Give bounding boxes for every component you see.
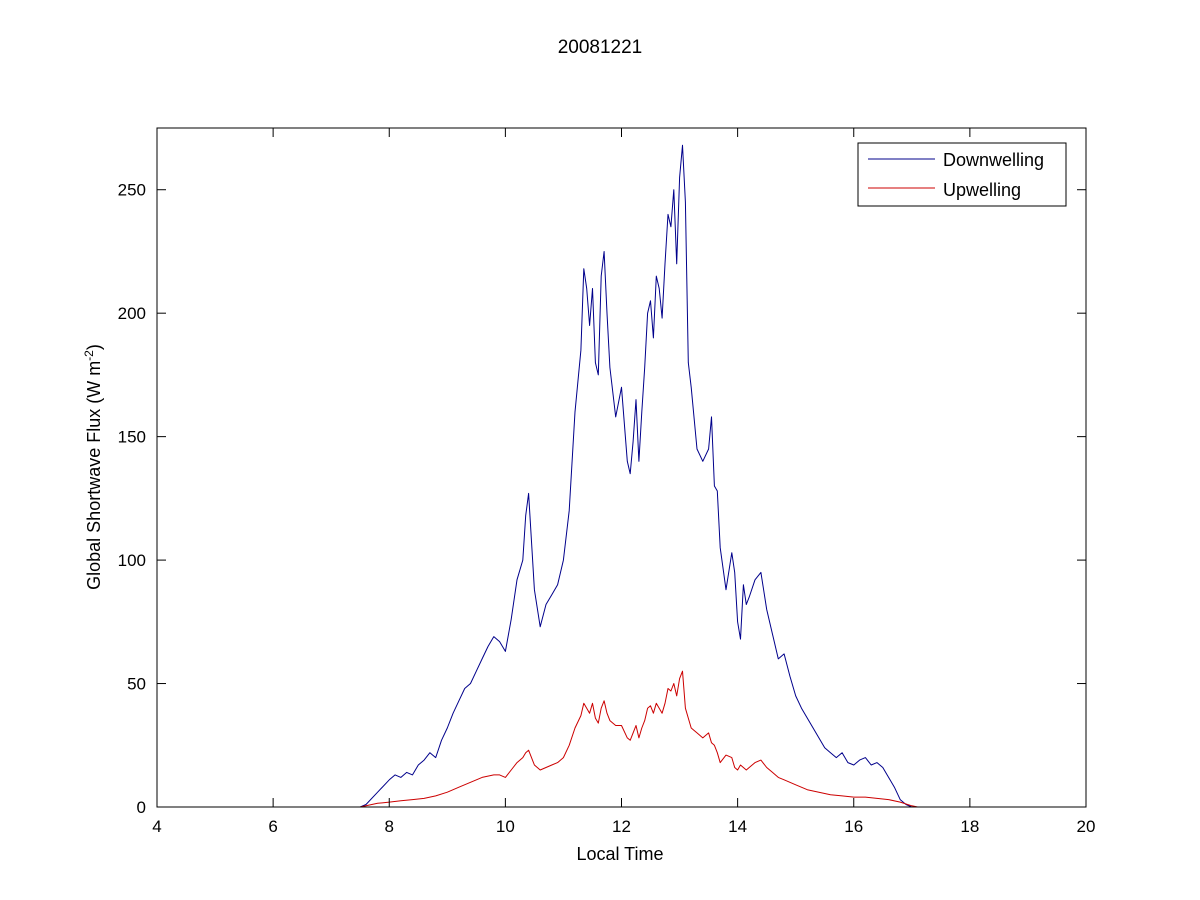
legend-label-downwelling: Downwelling <box>943 150 1044 170</box>
y-axis-label-main: Global Shortwave Flux (W m <box>84 361 104 590</box>
y-axis-label-superscript: -2 <box>82 350 96 361</box>
y-tick-label: 250 <box>118 181 146 200</box>
legend: Downwelling Upwelling <box>857 142 1067 207</box>
legend-box <box>857 142 1067 207</box>
y-tick-label: 200 <box>118 304 146 323</box>
x-tick-label: 16 <box>844 817 863 836</box>
x-tick-label: 20 <box>1077 817 1096 836</box>
x-tick-label: 18 <box>960 817 979 836</box>
chart-title: 20081221 <box>558 37 643 58</box>
y-axis-label: Global Shortwave Flux (W m-2) <box>82 344 104 590</box>
y-tick-label: 150 <box>118 428 146 447</box>
y-tick-label: 50 <box>127 675 146 694</box>
x-tick-label: 12 <box>612 817 631 836</box>
x-tick-label: 8 <box>385 817 394 836</box>
y-tick-label: 100 <box>118 551 146 570</box>
x-tick-label: 14 <box>728 817 747 836</box>
series-line-upwelling <box>157 670 1057 808</box>
plot-area <box>157 128 1086 807</box>
x-tick-label: 6 <box>268 817 277 836</box>
series-layer <box>157 144 1057 808</box>
legend-label-upwelling: Upwelling <box>943 180 1021 200</box>
x-axis-label: Local Time <box>576 844 663 864</box>
x-tick-label: 10 <box>496 817 515 836</box>
y-tick-label: 0 <box>137 798 146 817</box>
x-tick-label: 4 <box>152 817 161 836</box>
plot-frame <box>156 127 1087 808</box>
y-axis-label-close: ) <box>84 344 104 350</box>
series-line-downwelling <box>157 144 1057 808</box>
